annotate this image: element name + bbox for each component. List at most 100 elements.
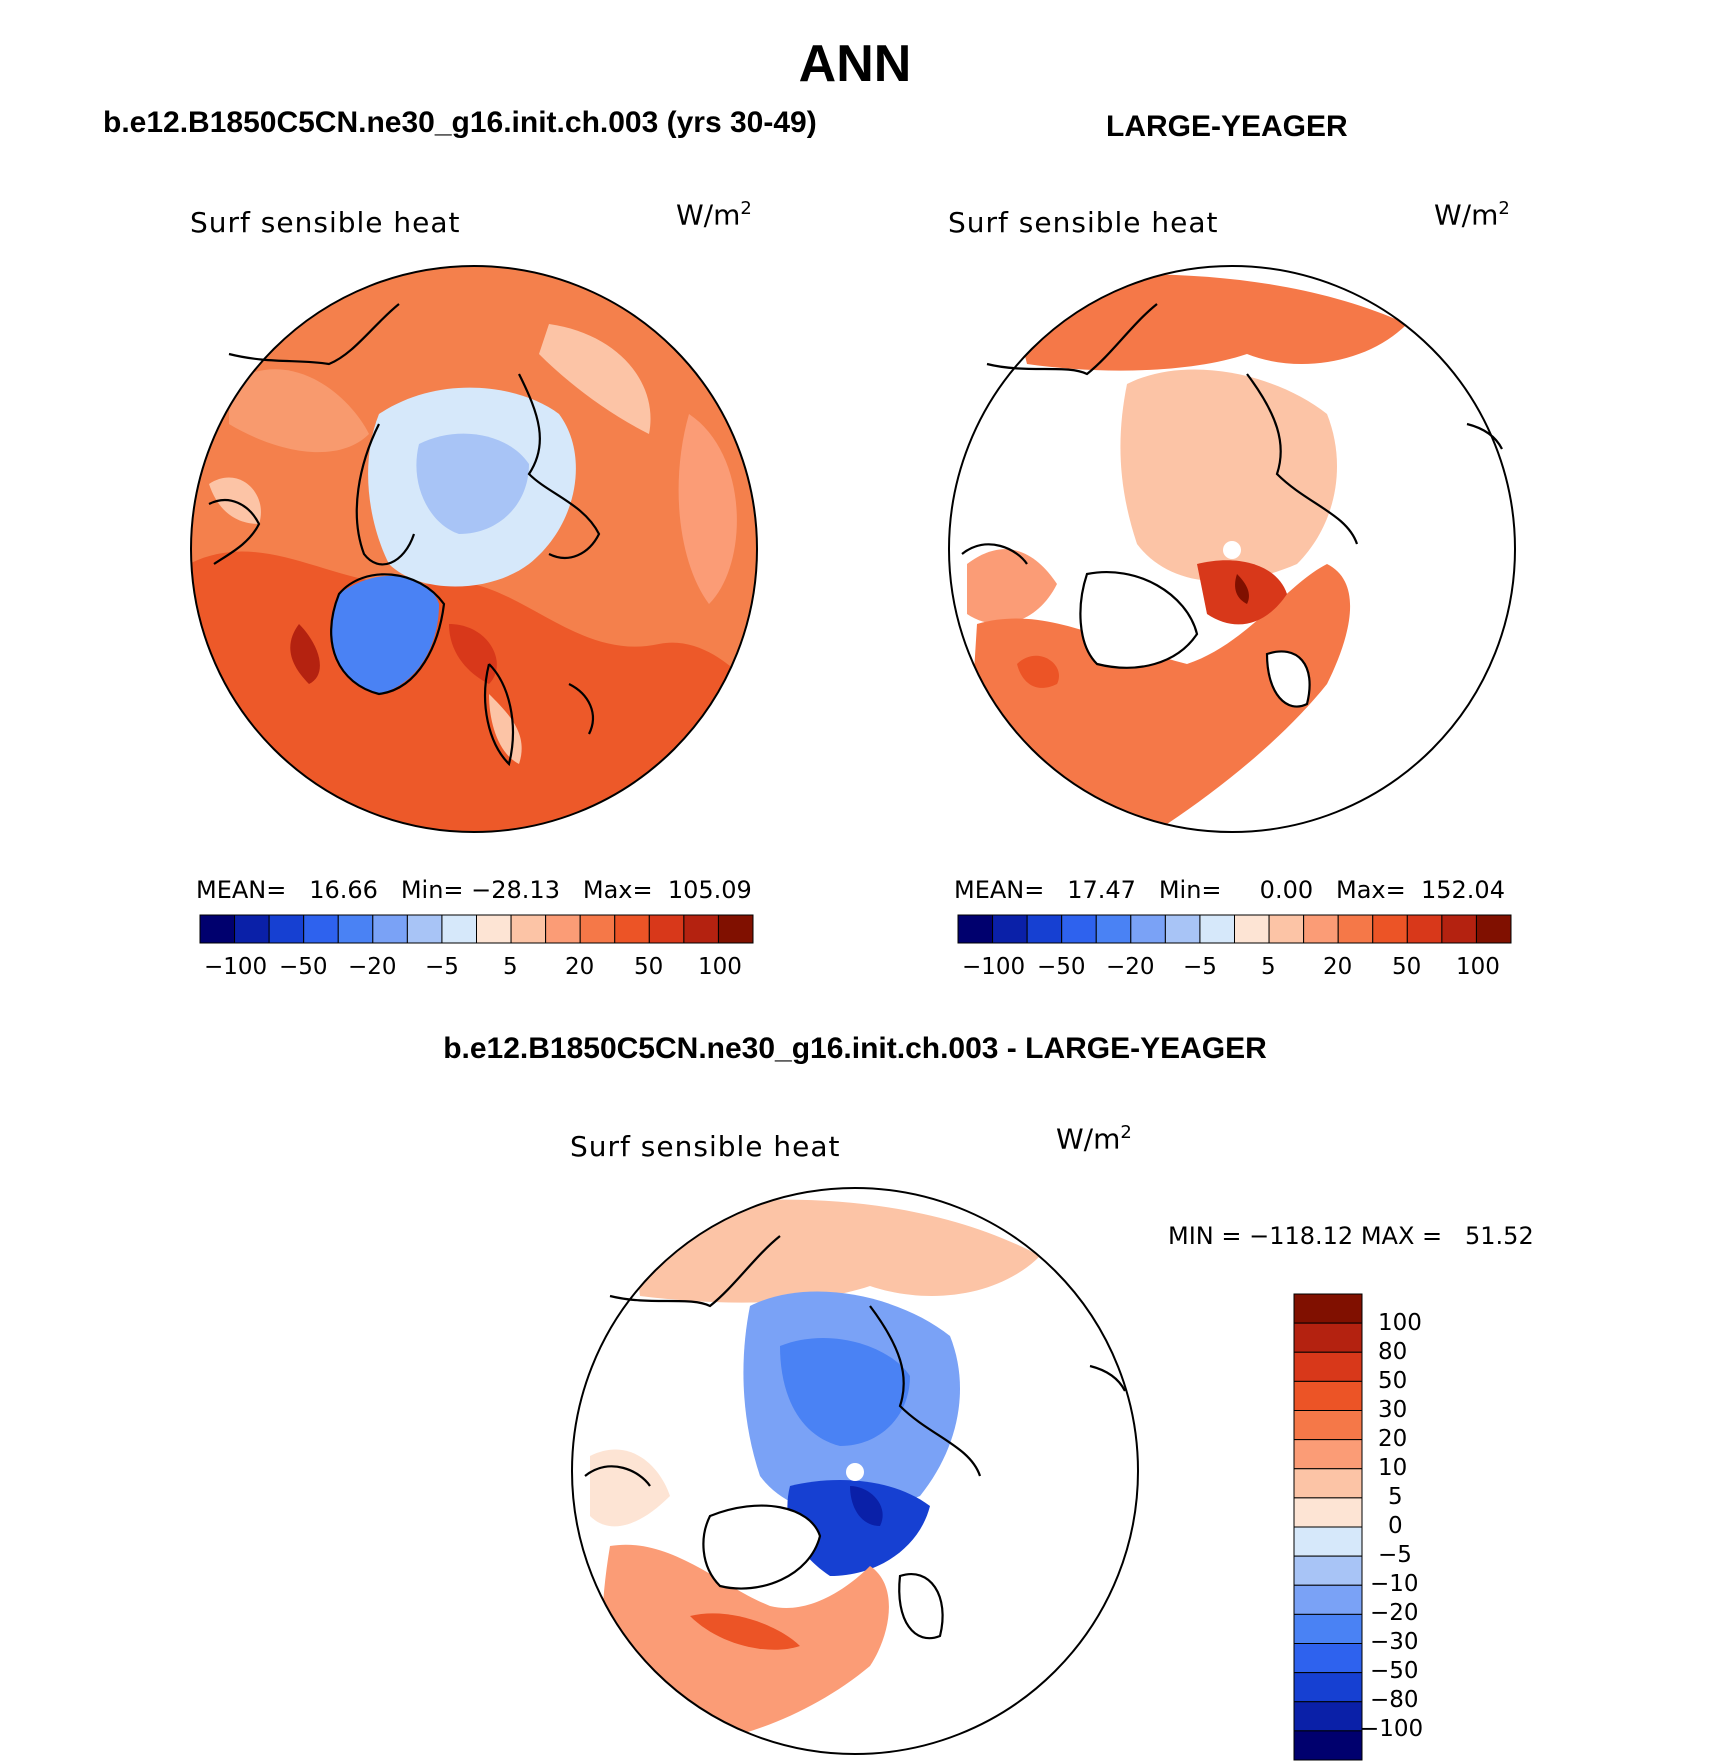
colorbar-swatch: [648, 914, 685, 944]
colorbar-swatch: [1441, 914, 1477, 944]
panel-1-polar-map: [190, 265, 758, 833]
colorbar-tick-label: −10: [1370, 1571, 1419, 1597]
colorbar-swatch: [1372, 914, 1408, 944]
panel-1-units: W/m2: [676, 198, 752, 232]
panel-3-colorbar-ticks: 100 80 50 30 20 10 5 0 −5 −10 −20 −30 −5…: [1360, 1310, 1450, 1750]
panel-2-case-title: LARGE-YEAGER: [1106, 110, 1348, 143]
colorbar-tick-label: −5: [1378, 1542, 1412, 1568]
colorbar-swatch: [1061, 914, 1097, 944]
colorbar-swatch: [1293, 1497, 1363, 1528]
panel-3-colorbar: [1293, 1293, 1363, 1761]
panel-1-colorbar: [199, 914, 754, 944]
colorbar-tick-label: 50: [1378, 1368, 1408, 1394]
colorbar-tick-label: 0: [1388, 1513, 1403, 1539]
colorbar-swatch: [372, 914, 408, 944]
colorbar-tick-label: −100: [962, 954, 1026, 980]
colorbar-swatch: [579, 914, 616, 944]
colorbar-swatch: [1095, 914, 1132, 944]
colorbar-tick-label: 20: [565, 954, 595, 980]
page-title: ANN: [798, 35, 912, 93]
colorbar-tick-label: 5: [1261, 954, 1276, 980]
panel-3-polar-map: [571, 1187, 1139, 1755]
colorbar-swatch: [1293, 1584, 1363, 1615]
colorbar-tick-label: −20: [1370, 1600, 1419, 1626]
colorbar-swatch: [1293, 1380, 1363, 1411]
panel-1-stats: MEAN= 16.66 Min= −28.13 Max= 105.09: [196, 876, 752, 904]
panel-1-case-title: b.e12.B1850C5CN.ne30_g16.init.ch.003 (yr…: [103, 106, 817, 139]
panel-1-variable-label: Surf sensible heat: [190, 206, 461, 239]
colorbar-swatch: [1293, 1351, 1363, 1382]
panel-3-case-title: b.e12.B1850C5CN.ne30_g16.init.ch.003 - L…: [443, 1032, 1267, 1065]
colorbar-tick-label: 10: [1378, 1455, 1408, 1481]
colorbar-tick-label: 30: [1378, 1397, 1408, 1423]
colorbar-swatch: [1293, 1613, 1363, 1644]
colorbar-tick-label: 100: [1378, 1310, 1422, 1336]
colorbar-swatch: [1293, 1672, 1363, 1703]
colorbar-tick-label: −50: [1037, 954, 1086, 980]
colorbar-tick-label: 100: [1456, 954, 1500, 980]
colorbar-tick-label: 50: [1392, 954, 1422, 980]
colorbar-swatch: [1337, 914, 1374, 944]
panel-3-variable-label: Surf sensible heat: [570, 1130, 841, 1163]
colorbar-swatch: [1234, 914, 1270, 944]
panel-2-colorbar: [957, 914, 1512, 944]
colorbar-swatch: [476, 914, 512, 944]
colorbar-swatch: [614, 914, 650, 944]
colorbar-tick-label: −20: [1106, 954, 1155, 980]
colorbar-tick-label: −20: [348, 954, 397, 980]
panel-2-units: W/m2: [1434, 198, 1510, 232]
colorbar-swatch: [1130, 914, 1166, 944]
panel-1-colorbar-ticks: −100 −50 −20 −5 5 20 50 100: [200, 954, 753, 984]
colorbar-swatch: [1293, 1730, 1363, 1761]
colorbar-swatch: [1293, 1322, 1363, 1353]
colorbar-tick-label: −5: [1183, 954, 1217, 980]
colorbar-swatch: [717, 914, 754, 944]
colorbar-swatch: [1293, 1526, 1363, 1557]
colorbar-swatch: [1293, 1643, 1363, 1674]
colorbar-swatch: [1293, 1439, 1363, 1470]
colorbar-swatch: [1293, 1701, 1363, 1732]
colorbar-tick-label: 5: [1388, 1484, 1403, 1510]
colorbar-tick-label: 80: [1378, 1339, 1408, 1365]
colorbar-swatch: [683, 914, 719, 944]
colorbar-swatch: [303, 914, 339, 944]
colorbar-swatch: [1026, 914, 1063, 944]
colorbar-swatch: [1293, 1555, 1363, 1586]
colorbar-swatch: [1293, 1468, 1363, 1499]
colorbar-swatch: [234, 914, 270, 944]
panel-2-polar-map: [948, 265, 1516, 833]
panel-3-units: W/m2: [1056, 1122, 1132, 1156]
colorbar-swatch: [1475, 914, 1512, 944]
colorbar-tick-label: 20: [1378, 1426, 1408, 1452]
colorbar-swatch: [992, 914, 1028, 944]
colorbar-swatch: [1293, 1410, 1363, 1441]
colorbar-swatch: [510, 914, 547, 944]
colorbar-swatch: [1199, 914, 1235, 944]
colorbar-tick-label: 50: [634, 954, 664, 980]
colorbar-tick-label: 100: [698, 954, 742, 980]
panel-2-variable-label: Surf sensible heat: [948, 206, 1219, 239]
colorbar-swatch: [545, 914, 581, 944]
panel-2-colorbar-ticks: −100 −50 −20 −5 5 20 50 100: [958, 954, 1511, 984]
colorbar-tick-label: −80: [1370, 1687, 1419, 1713]
colorbar-swatch: [337, 914, 374, 944]
colorbar-tick-label: 5: [503, 954, 518, 980]
colorbar-tick-label: −50: [1370, 1658, 1419, 1684]
colorbar-tick-label: 20: [1323, 954, 1353, 980]
colorbar-swatch: [1406, 914, 1443, 944]
colorbar-swatch: [406, 914, 443, 944]
colorbar-swatch: [1164, 914, 1201, 944]
colorbar-tick-label: −100: [204, 954, 268, 980]
colorbar-tick-label: −5: [425, 954, 459, 980]
colorbar-swatch: [957, 914, 994, 944]
colorbar-swatch: [199, 914, 236, 944]
colorbar-swatch: [1303, 914, 1339, 944]
colorbar-tick-label: −50: [279, 954, 328, 980]
colorbar-swatch: [1293, 1293, 1363, 1324]
colorbar-swatch: [441, 914, 477, 944]
colorbar-swatch: [1268, 914, 1305, 944]
panel-3-stats: MIN = −118.12 MAX = 51.52: [1168, 1222, 1534, 1250]
colorbar-swatch: [268, 914, 305, 944]
colorbar-tick-label: −100: [1360, 1716, 1424, 1742]
colorbar-tick-label: −30: [1370, 1629, 1419, 1655]
